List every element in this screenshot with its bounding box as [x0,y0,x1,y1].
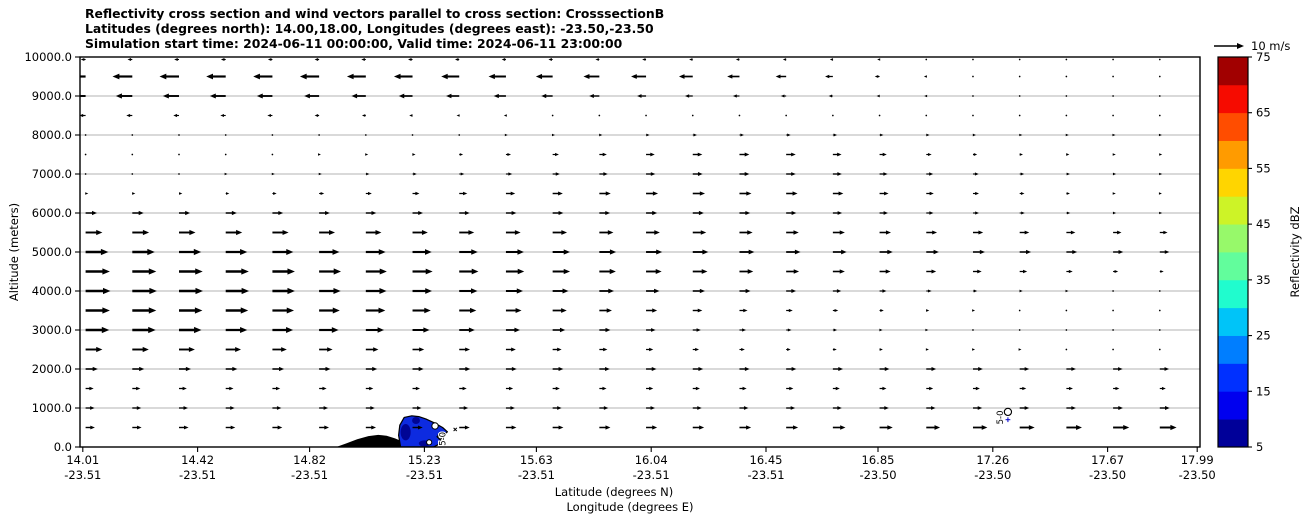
y-tick-label: 5000.0 [32,245,72,259]
x-axis-label-latitude: Latitude (degrees N) [554,485,674,499]
x-tick-longitude: -23.50 [974,468,1011,482]
x-tick-longitude: -23.51 [179,468,216,482]
quiver-arrows [80,58,1177,431]
y-tick-label: 7000.0 [32,167,72,181]
colorbar-tick-label: 65 [1256,106,1271,120]
y-tick-label: 4000.0 [32,284,72,298]
title-line-1: Reflectivity cross section and wind vect… [85,6,665,21]
y-ticks: 0.0 1000.0 2000.0 3000.0 4000.0 5000.0 6000.0 7… [24,50,80,454]
reflectivity-blob [398,415,448,447]
y-tick-label: 9000.0 [32,89,72,103]
x-tick-latitude: 14.42 [181,453,214,467]
x-tick-longitude: -23.51 [633,468,670,482]
contour-label: 5-0 [438,432,448,446]
contour-label: 5-0 [996,411,1006,425]
x-tick-longitude: -23.51 [64,468,101,482]
y-tick-label: 0.0 [54,440,72,454]
colorbar-tick-label: 75 [1256,50,1271,64]
gridlines [80,95,1200,409]
x-tick-latitude: 15.63 [520,453,553,467]
x-ticks: 14.01-23.5114.42-23.5114.82-23.5115.23-2… [64,447,1216,482]
colorbar: 5 15 25 35 45 55 65 75 [1217,50,1271,454]
x-tick-latitude: 16.45 [750,453,783,467]
x-tick-longitude: -23.51 [518,468,555,482]
y-tick-label: 3000.0 [32,323,72,337]
colorbar-tick-label: 25 [1256,329,1271,343]
x-tick-longitude: -23.51 [406,468,443,482]
contour-label-group: 5-0 5-0 [437,407,1013,447]
y-tick-label: 8000.0 [32,128,72,142]
x-tick-latitude: 16.04 [635,453,668,467]
quiver-key-label: 10 m/s [1251,39,1291,53]
x-tick-longitude: -23.50 [1179,468,1216,482]
x-tick-longitude: -23.50 [1089,468,1126,482]
y-tick-label: 6000.0 [32,206,72,220]
x-tick-latitude: 14.01 [66,453,99,467]
x-tick-latitude: 17.26 [976,453,1009,467]
x-tick-latitude: 15.23 [408,453,441,467]
terrain-profile [336,434,419,447]
x-tick-longitude: -23.51 [747,468,784,482]
x-tick-longitude: -23.50 [859,468,896,482]
x-axis-label-longitude: Longitude (degrees E) [566,500,694,514]
title-line-3: Simulation start time: 2024-06-11 00:00:… [85,36,623,52]
colorbar-tick-label: 55 [1256,161,1271,175]
figure-title: Reflectivity cross section and wind vect… [85,6,664,52]
colorbar-tick-label: 5 [1256,440,1263,454]
y-tick-label: 10000.0 [24,50,72,64]
x-tick-latitude: 17.99 [1181,453,1214,467]
x-tick-latitude: 17.67 [1091,453,1124,467]
quiver-key-arrow [1214,43,1244,49]
x-tick-latitude: 14.82 [293,453,326,467]
y-tick-label: 2000.0 [32,362,72,376]
x-tick-longitude: -23.51 [291,468,328,482]
colorbar-tick-label: 45 [1256,217,1271,231]
title-line-2: Latitudes (degrees north): 14.00,18.00, … [85,21,654,37]
y-tick-label: 1000.0 [32,401,72,415]
colorbar-tick-label: 35 [1256,273,1271,287]
colorbar-tick-label: 15 [1256,384,1271,398]
x-tick-latitude: 16.85 [862,453,895,467]
